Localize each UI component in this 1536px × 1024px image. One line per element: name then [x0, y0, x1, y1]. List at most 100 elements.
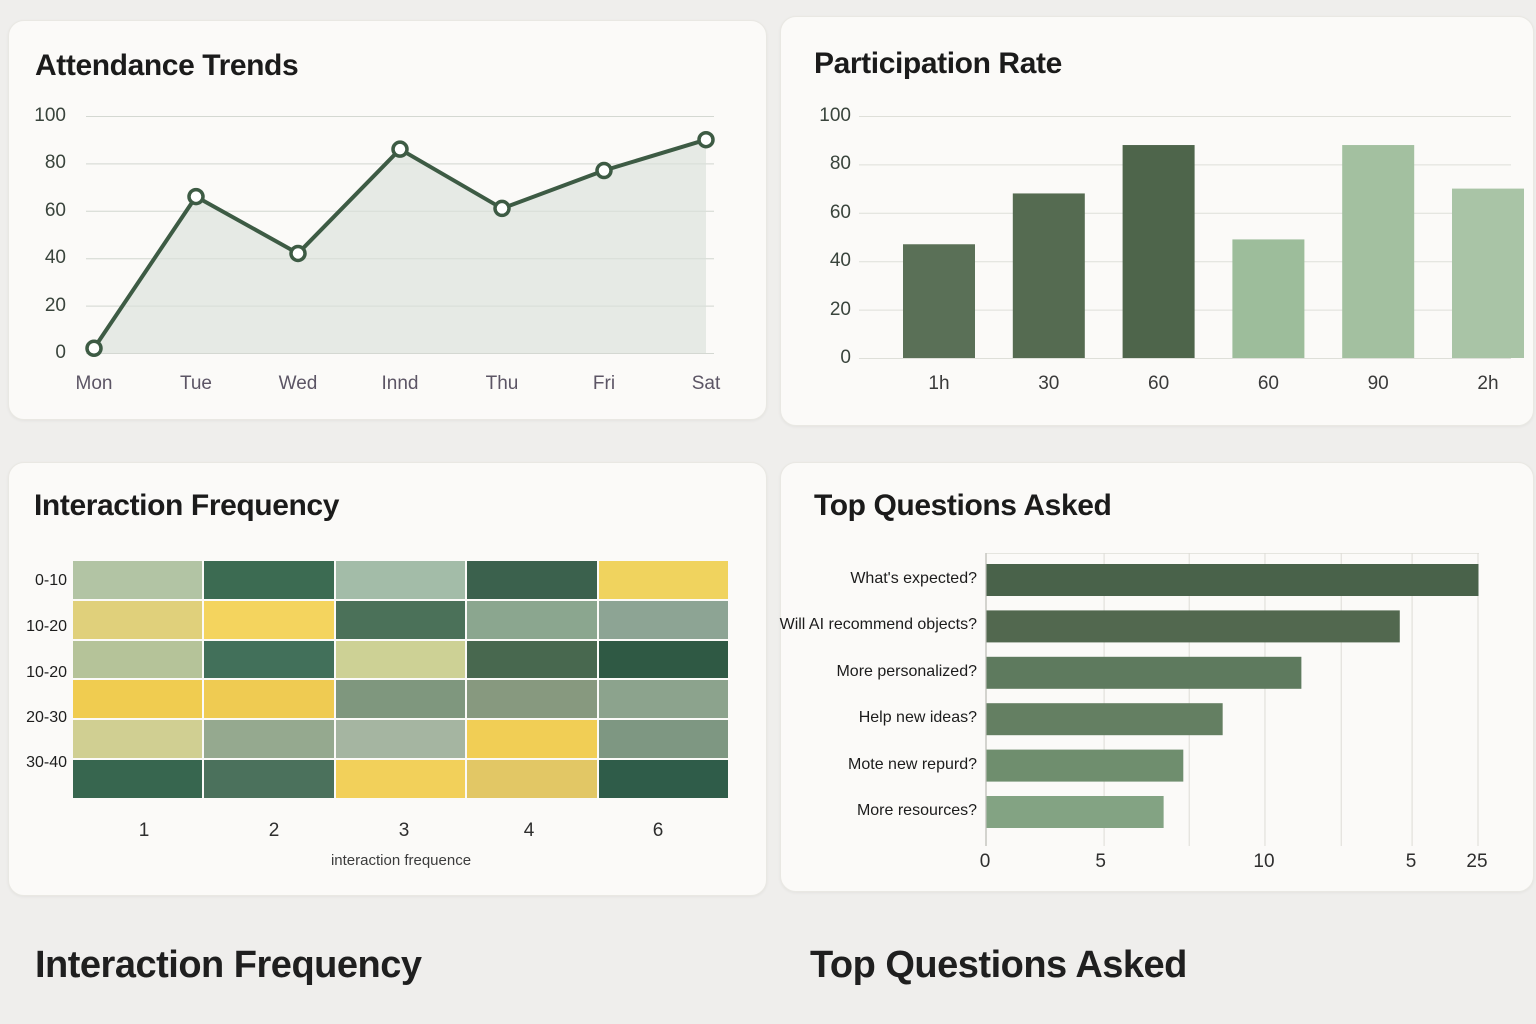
bar	[1342, 145, 1415, 358]
heatmap-cell	[335, 600, 466, 639]
heatmap-cell	[335, 640, 466, 679]
data-point	[85, 339, 103, 358]
question-label: More personalized?	[836, 662, 977, 680]
heatmap-cell	[204, 561, 334, 599]
x-tick-label: 25	[1466, 851, 1488, 872]
x-tick-label: 1h	[928, 373, 950, 394]
x-tick-label: Wed	[278, 373, 318, 394]
bar	[1232, 239, 1305, 358]
heatmap-cell	[467, 680, 597, 719]
x-tick-label: 60	[1257, 373, 1279, 394]
heatmap-col-label: 6	[652, 820, 664, 841]
heatmap-row-label: 20-30	[26, 709, 67, 726]
x-tick-label: 90	[1367, 373, 1389, 394]
heatmap-col-label: 3	[398, 820, 410, 841]
heatmap-cell	[335, 720, 466, 759]
heatmap-cell	[73, 720, 203, 759]
heatmap-cell	[598, 720, 728, 759]
bar	[903, 244, 975, 358]
attendance-trends-chart	[85, 116, 715, 358]
heatmap-row-label: 0-10	[34, 572, 67, 589]
heatmap-cell	[598, 640, 728, 679]
y-tick-label: 80	[829, 153, 851, 175]
y-tick-label: 20	[44, 294, 66, 316]
top-questions-card: Top Questions Asked What's expected? Will…	[780, 462, 1534, 892]
data-point	[289, 244, 307, 263]
heatmap-cell	[467, 760, 597, 798]
heatmap-col-label: 1	[138, 820, 150, 841]
footer-heading-left: Interaction Frequency	[35, 944, 422, 986]
heatmap-cell	[204, 640, 334, 679]
participation-rate-title: Participation Rate	[814, 47, 1062, 80]
area-fill	[94, 139, 706, 353]
x-tick-label: Tue	[179, 373, 213, 394]
heatmap-cell	[598, 600, 728, 639]
y-tick-label: 60	[44, 199, 66, 221]
x-tick-label: 0	[979, 851, 991, 872]
y-tick-label: 40	[44, 247, 66, 269]
x-tick-label: 10	[1253, 851, 1275, 872]
y-tick-label: 60	[829, 201, 851, 223]
question-label: What's expected?	[850, 570, 977, 587]
heatmap-cell	[73, 600, 203, 639]
question-label: Will AI recommend objects?	[779, 616, 977, 634]
bar	[986, 749, 1184, 782]
bar	[986, 796, 1164, 828]
heatmap-row-label: 10-20	[26, 664, 67, 681]
bar-chart-svg	[859, 116, 1524, 359]
heatmap-cell	[598, 561, 728, 599]
heatmap-col-label: 2	[268, 820, 280, 841]
x-tick-label: 60	[1148, 373, 1170, 394]
bar	[1012, 193, 1085, 358]
bar	[986, 656, 1302, 689]
y-tick-label: 100	[34, 105, 66, 126]
bar	[1122, 145, 1195, 358]
y-tick-label: 80	[44, 152, 66, 174]
interaction-frequency-card: Interaction Frequency interaction freque…	[8, 462, 767, 896]
heatmap-cell	[73, 561, 203, 599]
heatmap-col-label: 4	[523, 820, 535, 841]
interaction-frequency-heatmap	[73, 561, 728, 798]
bar	[986, 564, 1479, 596]
heatmap-cell	[335, 561, 466, 599]
participation-rate-card: Participation Rate 100 80 60 40 20 0 1h 30 60 60 9…	[780, 16, 1534, 426]
x-tick-label: Innd	[381, 373, 419, 394]
x-tick-label: Sat	[691, 373, 721, 394]
top-questions-title: Top Questions Asked	[814, 489, 1112, 522]
heatmap-cell	[335, 680, 466, 719]
top-questions-chart	[985, 553, 1479, 846]
heatmap-cell	[204, 680, 334, 719]
data-point	[697, 130, 715, 149]
heatmap-row-label: 10-20	[26, 618, 67, 635]
y-tick-label: 100	[819, 105, 851, 126]
heatmap-cell	[598, 680, 728, 719]
y-tick-label: 0	[840, 347, 851, 368]
hbar-chart-svg	[985, 553, 1479, 846]
question-label: More resources?	[856, 802, 977, 819]
x-tick-label: 5	[1405, 851, 1417, 872]
x-tick-label: 5	[1095, 851, 1106, 872]
data-point	[493, 199, 511, 218]
participation-rate-chart	[859, 116, 1524, 359]
heatmap-cell	[73, 640, 203, 679]
data-point	[595, 161, 613, 180]
heatmap-row-label: 30-40	[26, 754, 67, 771]
line-chart-svg	[85, 116, 715, 358]
heatmap-cell	[204, 760, 334, 798]
heatmap-cell	[335, 760, 466, 798]
data-point	[391, 140, 409, 158]
bar	[1452, 188, 1524, 358]
data-point	[187, 187, 205, 206]
x-tick-label: 2h	[1477, 373, 1499, 394]
heatmap-axis-title: interaction frequence	[330, 852, 472, 869]
question-label: Mote new repurd?	[848, 755, 977, 773]
heatmap-cell	[467, 600, 597, 639]
y-tick-label: 20	[829, 298, 851, 320]
attendance-trends-title: Attendance Trends	[35, 49, 299, 82]
bar	[986, 610, 1400, 643]
question-label: Help new ideas?	[858, 709, 977, 727]
x-tick-label: 30	[1038, 373, 1060, 394]
interaction-frequency-title: Interaction Frequency	[34, 489, 340, 522]
y-tick-label: 40	[829, 250, 851, 272]
heatmap-cell	[467, 640, 597, 679]
